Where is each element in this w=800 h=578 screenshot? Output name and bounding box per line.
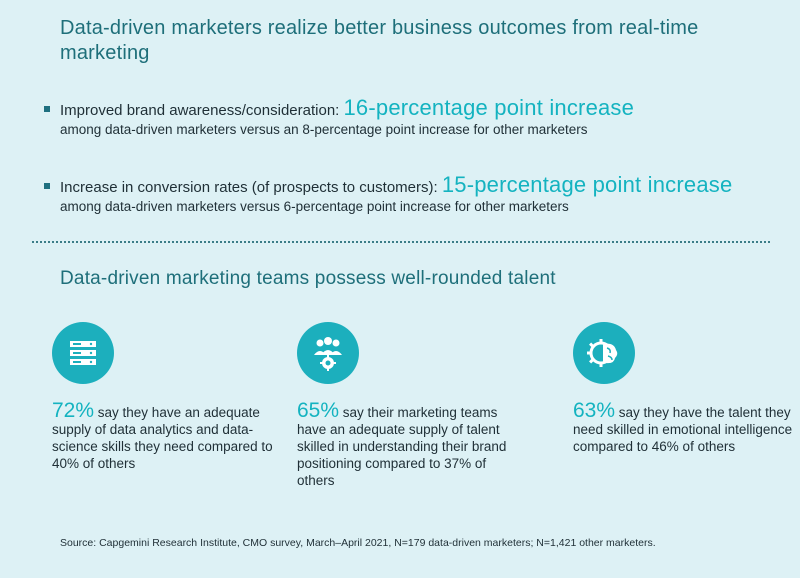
- team-gear-icon: [297, 322, 359, 384]
- bullet-highlight: 15-percentage point increase: [441, 172, 733, 197]
- bullet-square: [44, 183, 50, 189]
- section1-title: Data-driven marketers realize better bus…: [60, 17, 699, 64]
- server-stack-icon: [52, 322, 114, 384]
- bullet-highlight: 16-percentage point increase: [343, 95, 635, 120]
- bullet-lead: Improved brand awareness/consideration: …: [60, 92, 634, 127]
- stat-description: say their marketing teams have an adequa…: [297, 405, 507, 488]
- stat-percent: 72%: [52, 399, 95, 422]
- section2-title: Data-driven marketing teams possess well…: [60, 268, 556, 289]
- bullet-lead-text: Increase in conversion rates (of prospec…: [60, 179, 442, 196]
- stat-text: 72% say they have an adequate supply of …: [52, 399, 282, 472]
- bullet-sub: among data-driven marketers versus an 8-…: [60, 122, 588, 137]
- source-note: Source: Capgemini Research Institute, CM…: [60, 537, 656, 549]
- bullet-lead: Increase in conversion rates (of prospec…: [60, 169, 732, 204]
- stat-percent: 63%: [573, 399, 616, 422]
- brain-gear-icon: [573, 322, 635, 384]
- bullet-square: [44, 106, 50, 112]
- bullet-lead-text: Improved brand awareness/consideration:: [60, 102, 344, 119]
- stat-description: say they have the talent they need skill…: [573, 405, 793, 454]
- stat-description: say they have an adequate supply of data…: [52, 405, 273, 471]
- stat-text: 65% say their marketing teams have an ad…: [297, 399, 527, 489]
- stat-percent: 65%: [297, 399, 340, 422]
- dotted-divider: [32, 241, 770, 243]
- stat-text: 63% say they have the talent they need s…: [573, 399, 800, 455]
- bullet-sub: among data-driven marketers versus 6-per…: [60, 199, 569, 214]
